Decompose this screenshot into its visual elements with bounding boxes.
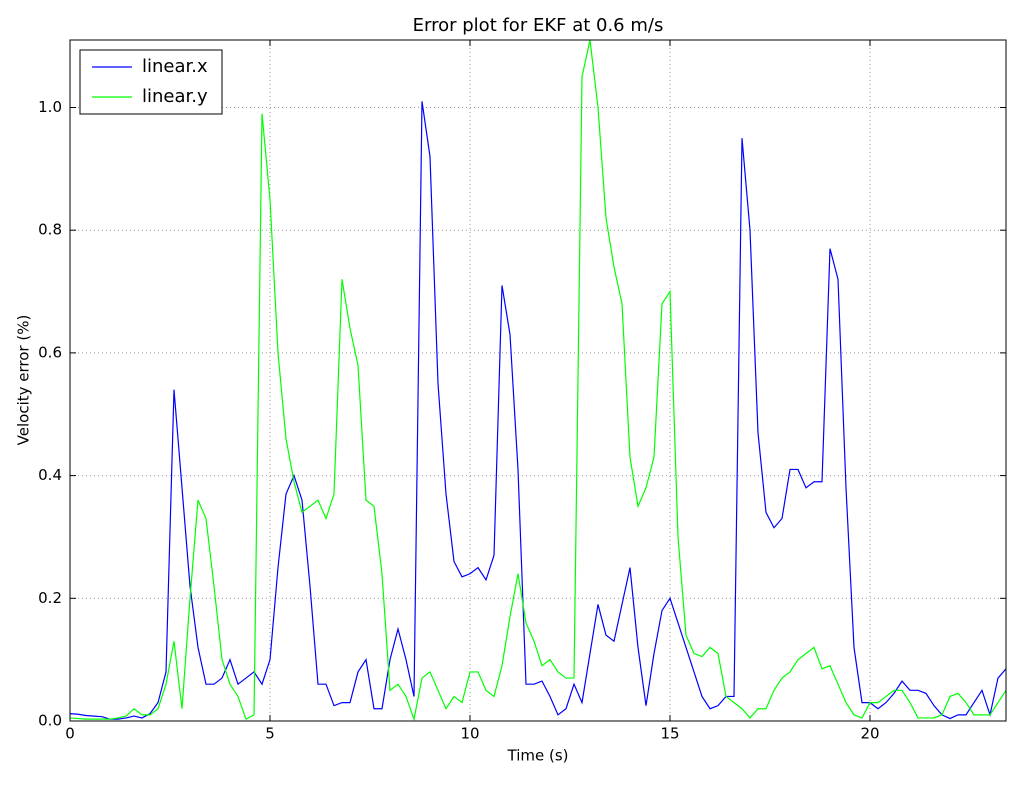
y-axis-label: Velocity error (%)	[15, 315, 33, 446]
y-tick-label: 0.4	[38, 466, 62, 484]
x-tick-label: 10	[460, 725, 479, 743]
data-line	[69, 101, 1007, 720]
y-tick-label: 0.2	[38, 589, 62, 607]
x-tick-label: 0	[65, 725, 75, 743]
legend-box	[79, 49, 223, 115]
x-tick-label: 20	[860, 725, 879, 743]
y-tick-label: 0.0	[38, 712, 62, 730]
legend-label: linear.y	[142, 86, 208, 107]
data-line	[69, 39, 1007, 722]
x-tick-label: 15	[660, 725, 679, 743]
x-tick-label: 5	[265, 725, 275, 743]
legend-label: linear.x	[142, 56, 208, 77]
x-axis-label: Time (s)	[507, 747, 569, 765]
y-tick-label: 0.6	[38, 343, 62, 361]
y-tick-label: 1.0	[38, 98, 62, 116]
y-tick-label: 0.8	[38, 221, 62, 239]
plot-frame	[69, 39, 1007, 722]
chart-title: Error plot for EKF at 0.6 m/s	[413, 15, 664, 36]
